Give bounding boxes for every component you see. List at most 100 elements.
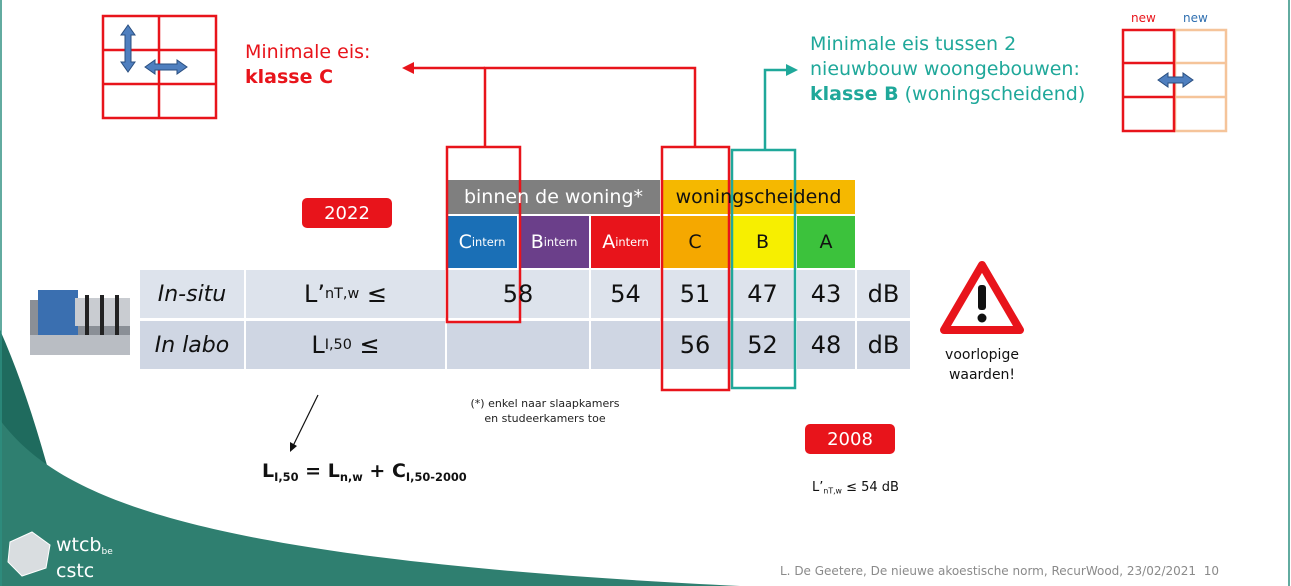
q-tail: ≤ 54 dB — [846, 480, 899, 495]
group-header: binnen de woning* — [463, 186, 644, 208]
row-label: In labo — [154, 332, 230, 358]
note: Minimale eis tussen 2 nieuwbouw woongebo… — [810, 32, 1085, 107]
note-line: klasse B (woningscheidend) — [810, 82, 1085, 107]
q-main: L’ — [303, 280, 325, 308]
class-cell — [591, 216, 660, 268]
arrow-icon — [120, 24, 136, 73]
q-main: L’ — [812, 480, 824, 495]
row-bg — [140, 321, 910, 369]
f-text: L — [262, 460, 275, 482]
note-line: nieuwbouw woongebouwen: — [810, 58, 1080, 80]
cell-value: 43 — [810, 280, 842, 308]
footer: L. De Geetere, De nieuwe akoestische nor… — [780, 564, 1219, 578]
class-letter: B — [530, 231, 544, 253]
badge-text: 2008 — [827, 428, 873, 450]
arrow-head — [290, 442, 297, 452]
logo-text: wtcb — [56, 534, 102, 556]
warning-icon — [978, 285, 986, 310]
warning-line: waarden! — [948, 367, 1016, 383]
highlight-box — [730, 148, 797, 390]
class-sub: intern — [615, 235, 649, 249]
quantity: L’ nT,w ≤ — [246, 270, 445, 318]
note-line: klasse C — [245, 66, 334, 88]
connector — [763, 68, 788, 150]
bg-shape — [0, 420, 740, 586]
footer-text: L. De Geetere, De nieuwe akoestische nor… — [780, 564, 1197, 578]
q-sub: nT,w — [823, 486, 842, 496]
highlight-box — [445, 145, 522, 324]
badge — [302, 198, 392, 228]
class-label: A — [819, 231, 833, 253]
class-label: C — [688, 231, 702, 253]
group-header: woningscheidend — [675, 186, 842, 208]
page-number: 10 — [1203, 564, 1219, 578]
label: new — [1183, 11, 1208, 25]
header-cell — [662, 180, 855, 214]
q-main: L — [311, 331, 325, 359]
logo-text: cstc — [56, 560, 95, 583]
connector — [483, 66, 697, 147]
logo-suffix: be — [101, 547, 113, 558]
arrow-icon — [1157, 72, 1194, 88]
badge — [805, 424, 895, 454]
class-cell — [447, 216, 517, 268]
class-letter: A — [602, 231, 616, 253]
cell-value: 48 — [810, 331, 842, 359]
f-sub: I,50 — [274, 469, 299, 484]
cell-value: 54 — [610, 280, 641, 308]
class-cell — [662, 216, 728, 268]
cell-value: 52 — [747, 331, 778, 359]
f-sub: n,w — [339, 469, 363, 484]
logo: wtcbbe cstc — [56, 536, 113, 581]
pointer — [291, 394, 319, 449]
unit: dB — [867, 280, 900, 308]
class-label: B — [755, 231, 770, 253]
cell-value: 47 — [747, 280, 778, 308]
f-text: + C — [369, 460, 406, 482]
old-requirement: L’nT,w ≤ 54 dB — [812, 480, 899, 496]
note-line: Minimale eis: — [245, 41, 371, 63]
footnote-line: en studeerkamers toe — [484, 412, 606, 425]
note: Minimale eis: klasse C — [245, 40, 370, 90]
warning-line: voorlopige — [945, 347, 1019, 363]
cell-value: 58 — [502, 280, 534, 308]
unit: dB — [867, 331, 900, 359]
row-bg — [140, 270, 910, 318]
header-cell — [447, 180, 660, 214]
badge-text: 2022 — [324, 202, 370, 224]
machine-image — [30, 290, 130, 355]
warning-icon — [977, 313, 987, 323]
class-sub: intern — [543, 235, 578, 249]
logo-icon — [7, 531, 51, 577]
class-letter: C — [458, 231, 472, 253]
f-sub: I,50-2000 — [405, 469, 467, 484]
q-tail: ≤ — [359, 331, 380, 359]
q-sub: nT,w — [324, 286, 360, 302]
cell-value: 51 — [679, 280, 711, 308]
arrow-icon — [144, 59, 188, 75]
note-text: (woningscheidend) — [904, 83, 1086, 105]
arrow-head — [786, 64, 798, 76]
class-cell — [730, 216, 795, 268]
arrow-head — [402, 62, 414, 74]
footnote: (*) enkel naar slaapkamers en studeerkam… — [440, 396, 650, 426]
note-bold: klasse B — [810, 83, 899, 105]
note-line: Minimale eis tussen 2 — [810, 33, 1017, 55]
f-text: = L — [305, 460, 340, 482]
quantity: L I,50 ≤ — [246, 321, 445, 369]
cell-value: 56 — [679, 331, 711, 359]
formula: LI,50 = Ln,w + CI,50-2000 — [262, 460, 467, 484]
q-tail: ≤ — [366, 280, 387, 308]
footnote-line: (*) enkel naar slaapkamers — [470, 397, 620, 410]
class-cell — [519, 216, 589, 268]
class-sub: intern — [471, 235, 506, 249]
label: new — [1131, 11, 1156, 25]
class-cell — [797, 216, 855, 268]
q-sub: I,50 — [324, 337, 352, 353]
warning-text: voorlopige waarden! — [932, 345, 1032, 385]
